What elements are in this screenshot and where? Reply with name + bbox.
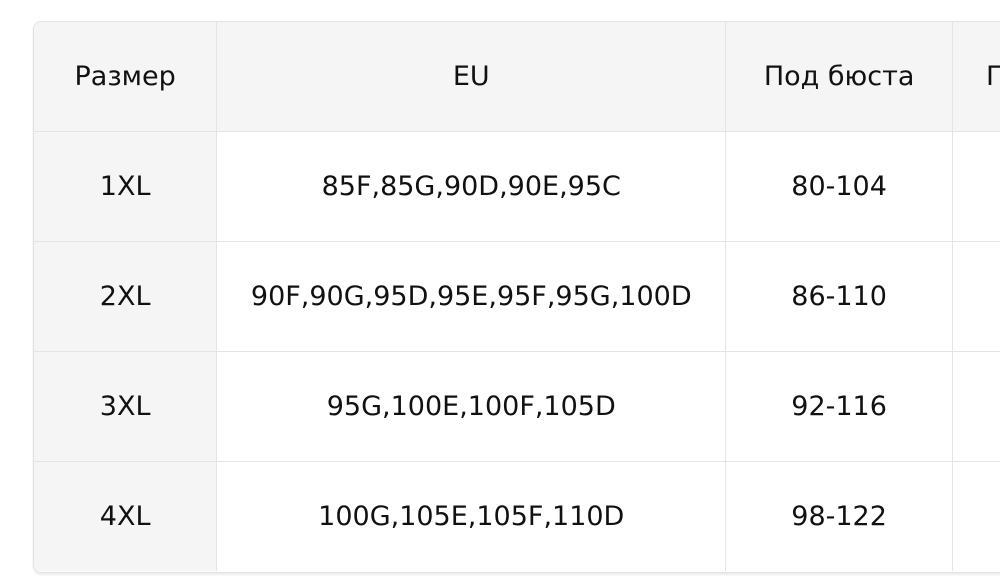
table-row: 1XL 85F,85G,90D,90E,95C 80-104 xyxy=(34,131,1000,242)
table-row: 3XL 95G,100E,100F,105D 92-116 xyxy=(34,351,1000,462)
size-table: Размер EU Под бюста П 1XL 85F,85G,90D,90… xyxy=(34,22,1000,571)
cell-underbust: 80-104 xyxy=(725,131,954,242)
cell-eu: 95G,100E,100F,105D xyxy=(216,351,727,462)
cell-eu: 100G,105E,105F,110D xyxy=(216,461,727,571)
cell-underbust: 92-116 xyxy=(725,351,954,462)
cell-size: 3XL xyxy=(34,351,218,462)
cell-eu: 90F,90G,95D,95E,95F,95G,100D xyxy=(216,241,727,352)
table-header-row: Размер EU Под бюста П xyxy=(34,22,1000,132)
cell-empty xyxy=(952,461,1000,571)
cell-eu: 85F,85G,90D,90E,95C xyxy=(216,131,727,242)
table-row: 4XL 100G,105E,105F,110D 98-122 xyxy=(34,461,1000,571)
table-row: 2XL 90F,90G,95D,95E,95F,95G,100D 86-110 xyxy=(34,241,1000,352)
cell-size: 2XL xyxy=(34,241,218,352)
header-truncated: П xyxy=(952,22,1000,132)
cell-empty xyxy=(952,351,1000,462)
cell-empty xyxy=(952,241,1000,352)
cell-underbust: 98-122 xyxy=(725,461,954,571)
header-size: Размер xyxy=(34,22,218,132)
cell-empty xyxy=(952,131,1000,242)
cell-size: 1XL xyxy=(34,131,218,242)
cell-size: 4XL xyxy=(34,461,218,571)
header-eu: EU xyxy=(216,22,727,132)
cell-underbust: 86-110 xyxy=(725,241,954,352)
header-underbust: Под бюста xyxy=(725,22,954,132)
size-chart-table: Размер EU Под бюста П 1XL 85F,85G,90D,90… xyxy=(33,21,1000,573)
